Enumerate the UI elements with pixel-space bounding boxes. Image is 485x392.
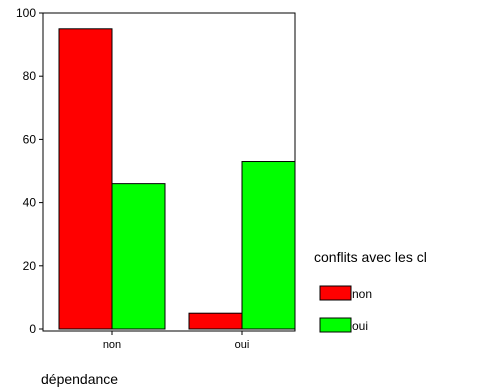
y-tick-label-40: 40	[23, 196, 37, 210]
bar-oui-non	[188, 312, 243, 330]
legend: conflits avec les cl non oui	[314, 249, 427, 333]
legend-swatch-non	[319, 285, 352, 301]
bar-non-non	[58, 28, 113, 330]
legend-label-non: non	[352, 287, 372, 301]
legend-swatch-oui	[319, 317, 352, 333]
legend-title: conflits avec les cl	[314, 249, 427, 265]
legend-label-oui: oui	[352, 319, 368, 333]
x-tick-label-non: non	[103, 339, 121, 351]
x-axis-label: dépendance	[41, 371, 118, 387]
y-axis: 0 20 40 60 80 100	[16, 6, 43, 336]
bars-layer	[58, 28, 296, 330]
bar-non-oui	[111, 183, 166, 330]
y-tick-label-100: 100	[16, 6, 36, 20]
y-tick-label-20: 20	[23, 259, 37, 273]
bar-oui-oui	[241, 161, 296, 330]
legend-entries: non oui	[319, 285, 372, 333]
y-tick-label-0: 0	[29, 322, 36, 336]
x-axis: non oui	[103, 331, 250, 351]
y-tick-label-60: 60	[23, 132, 37, 146]
x-tick-label-oui: oui	[235, 339, 250, 351]
y-tick-label-80: 80	[23, 69, 37, 83]
